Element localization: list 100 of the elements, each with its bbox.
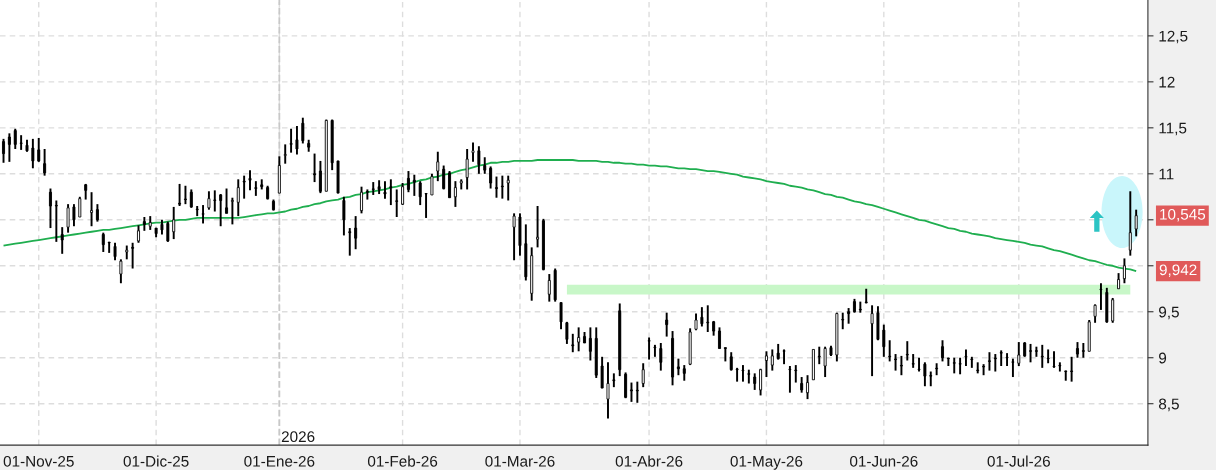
candlestick [964, 348, 968, 367]
candlestick [495, 175, 498, 199]
candlestick [436, 150, 440, 183]
candlestick [43, 148, 47, 177]
candlestick [207, 190, 211, 211]
candlestick [313, 152, 317, 184]
candlestick [817, 345, 821, 366]
candlestick [389, 178, 393, 207]
x-tick-label: 01-Abr-26 [615, 455, 683, 467]
candlestick [905, 340, 909, 362]
candlestick [700, 306, 704, 328]
candlestick [629, 381, 633, 403]
text: 10,545 [1160, 208, 1206, 222]
candlestick [853, 297, 856, 314]
candlestick [418, 180, 422, 207]
candlestick [624, 371, 628, 400]
y-tick-label: 11 [1159, 168, 1174, 180]
candlestick [1122, 257, 1126, 285]
candlestick [230, 196, 234, 226]
candlestick [987, 351, 991, 372]
candlestick [647, 336, 651, 361]
candlestick [1081, 342, 1085, 359]
candlestick [412, 173, 416, 197]
candlestick [354, 215, 358, 251]
candlestick [289, 127, 293, 154]
candlestick [1064, 369, 1068, 382]
candlestick [806, 374, 809, 401]
candlestick [236, 178, 240, 218]
x-tick-label: 01-Jul-26 [987, 455, 1050, 467]
candlestick [1111, 296, 1115, 324]
candlestick [764, 350, 768, 379]
candlestick [7, 132, 11, 163]
candlestick [823, 345, 827, 379]
candlestick [665, 311, 669, 338]
x-tick-label: 01-Jun-26 [850, 455, 918, 467]
candlestick [477, 145, 481, 175]
candlestick [395, 188, 399, 218]
candlestick [1011, 357, 1015, 379]
candlestick [706, 304, 710, 333]
candlestick [430, 172, 434, 196]
candlestick [635, 380, 639, 404]
candlestick [583, 331, 586, 344]
candlestick [465, 148, 469, 191]
x-tick-label: 01-Nov-25 [3, 455, 74, 467]
candlestick [453, 180, 457, 208]
y-tick-label: 11,5 [1159, 122, 1187, 136]
candlestick [547, 273, 551, 303]
candlestick [406, 170, 410, 194]
candlestick [1128, 190, 1132, 257]
candlestick [993, 353, 997, 373]
candlestick [577, 326, 581, 353]
candlestick [254, 180, 258, 197]
candlestick [782, 348, 786, 366]
candlestick [489, 165, 493, 190]
candlestick [107, 240, 111, 254]
candlestick [512, 212, 516, 262]
x-tick-label: 01-Mar-26 [485, 455, 555, 467]
candlestick [131, 241, 135, 270]
candlestick [189, 188, 193, 209]
candlestick [318, 159, 322, 195]
candlestick [1052, 350, 1056, 369]
candlestick [671, 330, 675, 387]
candlestick [342, 195, 346, 237]
text: 9,942 [1159, 264, 1197, 278]
x-tick-label: 01-Dic-25 [123, 455, 189, 467]
candlestick [213, 189, 217, 213]
candlestick [424, 192, 428, 219]
candlestick [201, 204, 205, 225]
candlestick [119, 258, 123, 285]
candlestick [899, 354, 903, 377]
y-tick-label: 9 [1159, 352, 1167, 364]
x-tick-label: 01-May-26 [730, 455, 803, 470]
candlestick [600, 355, 604, 390]
candlestick [770, 348, 774, 372]
candlestick [72, 203, 76, 228]
candlestick [1017, 341, 1021, 367]
candlestick [500, 174, 504, 200]
y-tick-label: 9,5 [1159, 306, 1179, 320]
candlestick [31, 137, 35, 170]
candlestick [606, 361, 610, 420]
candlestick [219, 193, 223, 228]
y-tick-label: 12 [1159, 76, 1175, 88]
candlestick [137, 224, 140, 244]
candlestick [172, 205, 176, 241]
candlestick [1093, 303, 1097, 324]
candlestick [60, 226, 64, 255]
candlestick [536, 205, 540, 249]
x-tick-label: 01-Feb-26 [367, 455, 438, 467]
candlestick [178, 182, 182, 207]
candlestick [1076, 341, 1079, 359]
candlestick [1005, 352, 1009, 367]
candlestick [588, 326, 592, 362]
candlestick [272, 198, 275, 212]
candlestick [1040, 343, 1044, 369]
candlestick [718, 326, 721, 350]
x-tick-label: 01-Ene-26 [244, 455, 315, 467]
candlestick [1099, 282, 1103, 311]
candlestick [935, 362, 939, 377]
candlestick [870, 304, 874, 378]
candlestick [37, 136, 41, 163]
